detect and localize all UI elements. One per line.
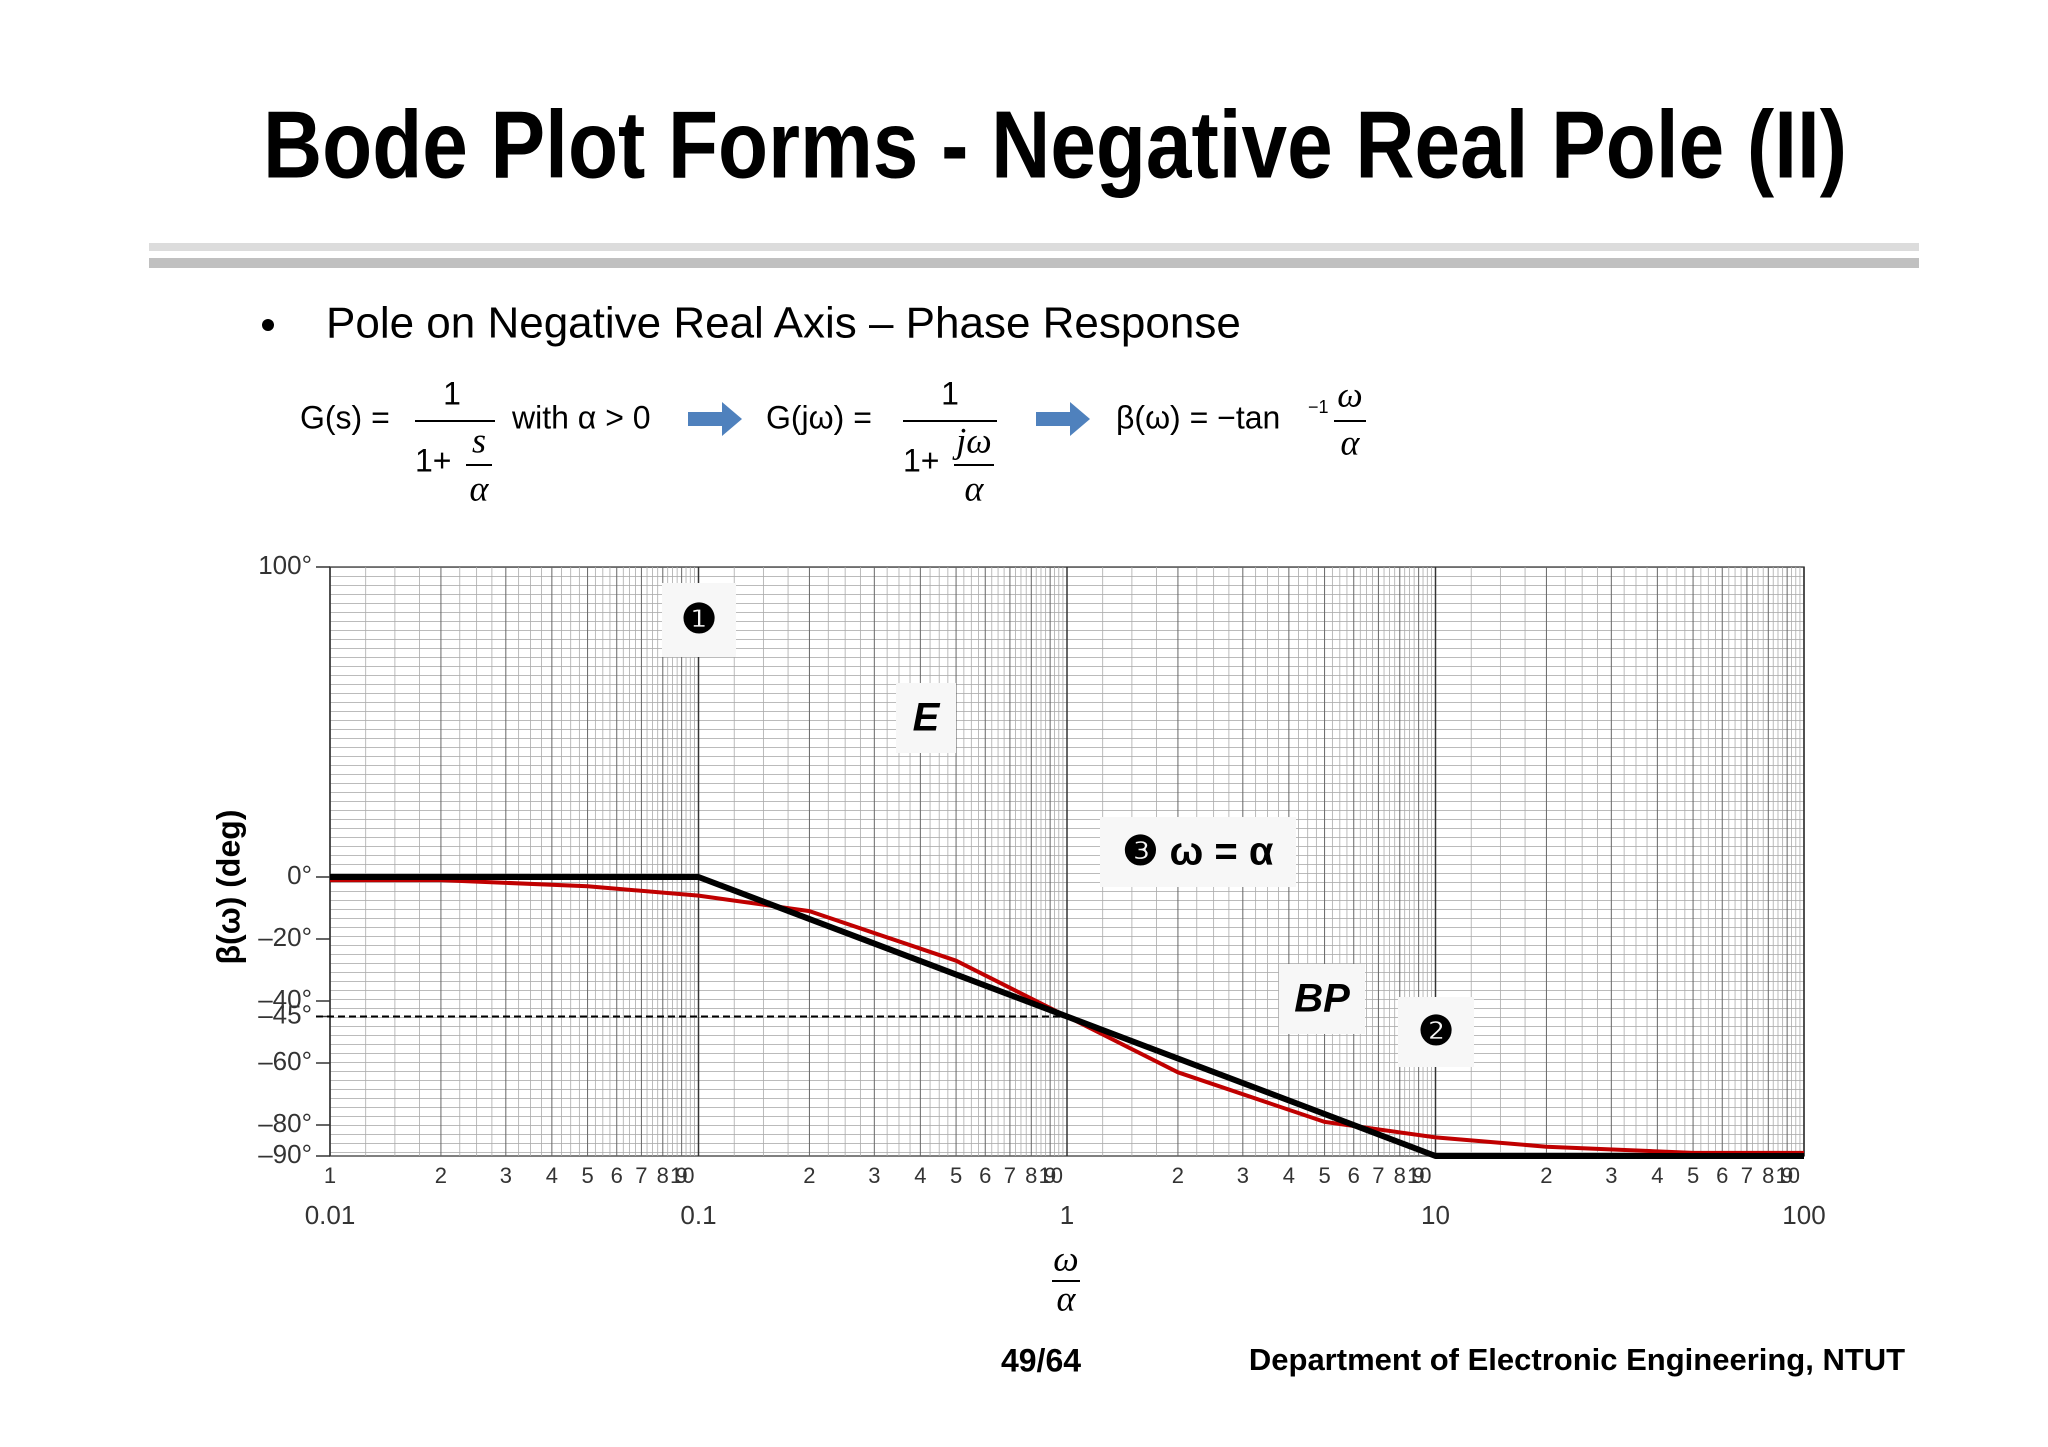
annotation: ❸ ω = α	[1123, 830, 1274, 874]
eq-text: with α > 0	[511, 399, 651, 435]
x-tick-label: 0.1	[680, 1200, 716, 1230]
x-minor-label: 8	[1394, 1163, 1406, 1188]
arrow	[1036, 402, 1090, 436]
x-minor-label: 10	[670, 1163, 694, 1188]
eq-text: 1	[941, 375, 959, 411]
x-minor-label: 2	[435, 1163, 447, 1188]
x-minor-label: 4	[914, 1163, 926, 1188]
x-minor-label: 7	[1004, 1163, 1016, 1188]
bullet-text: Pole on Negative Real Axis – Phase Respo…	[326, 299, 1241, 348]
x-minor-label: 7	[1372, 1163, 1384, 1188]
x-minor-label: 7	[1741, 1163, 1753, 1188]
x-tick-label: 100	[1782, 1200, 1825, 1230]
y-axis-label: β(ω) (deg)	[210, 810, 246, 965]
x-minor-label: 6	[979, 1163, 991, 1188]
y-tick-label: –60°	[258, 1046, 312, 1076]
x-minor-label: 1	[324, 1163, 336, 1188]
eq-text: 1+	[903, 442, 939, 478]
series-line	[330, 874, 1804, 1159]
bullet-dot	[262, 319, 274, 331]
x-axis-label: α	[1057, 1278, 1077, 1318]
x-minor-label: 8	[1025, 1163, 1037, 1188]
annotation: ❶	[681, 598, 717, 642]
x-minor-label: 3	[1605, 1163, 1617, 1188]
x-tick-label: 10	[1421, 1200, 1450, 1230]
y-tick-label: 100°	[258, 550, 312, 580]
x-minor-label: 6	[1348, 1163, 1360, 1188]
eq-text: 1+	[415, 442, 451, 478]
x-minor-label: 6	[611, 1163, 623, 1188]
eq-text: G(jω) =	[766, 399, 872, 435]
x-minor-label: 10	[1776, 1163, 1800, 1188]
x-minor-label: 9	[1781, 1163, 1793, 1188]
x-minor-label: 5	[950, 1163, 962, 1188]
eq-text: α	[965, 468, 985, 508]
x-tick-label: 1	[1060, 1200, 1074, 1230]
annotation: BP	[1294, 977, 1350, 1021]
page-number: 49/64	[1001, 1342, 1081, 1378]
x-minor-label: 4	[1651, 1163, 1663, 1188]
x-minor-label: 7	[635, 1163, 647, 1188]
eq-text: G(s) =	[300, 399, 390, 435]
eq-text: ω	[1337, 374, 1362, 414]
equations: G(s) = 1 1+ s α with α > 0 G(jω) = 1 1+ …	[300, 374, 1366, 508]
y-tick-label: –20°	[258, 922, 312, 952]
annotation-box	[662, 583, 736, 657]
eq-text: α	[470, 468, 490, 508]
x-minor-label: 3	[868, 1163, 880, 1188]
x-minor-label: 10	[1039, 1163, 1063, 1188]
x-tick-label: 0.01	[305, 1200, 356, 1230]
annotation-box	[896, 683, 956, 753]
annotation: ❷	[1418, 1010, 1454, 1054]
eq-text: −1	[1308, 397, 1329, 417]
x-minor-label: 2	[1172, 1163, 1184, 1188]
arrow	[688, 402, 742, 436]
x-minor-label: 5	[1687, 1163, 1699, 1188]
x-axis-label: ω	[1053, 1238, 1078, 1278]
x-minor-label: 2	[803, 1163, 815, 1188]
x-minor-label: 6	[1716, 1163, 1728, 1188]
rule	[149, 258, 1919, 268]
x-minor-label: 9	[1413, 1163, 1425, 1188]
x-minor-label: 5	[581, 1163, 593, 1188]
annotation-box	[1279, 964, 1365, 1034]
x-minor-label: 10	[1407, 1163, 1431, 1188]
annotation-box	[1398, 997, 1474, 1067]
eq-text: β(ω) = −tan	[1116, 399, 1280, 435]
x-minor-label: 9	[1044, 1163, 1056, 1188]
slide-title: Bode Plot Forms - Negative Real Pole (II…	[263, 91, 1847, 198]
x-minor-label: 4	[1283, 1163, 1295, 1188]
x-minor-label: 2	[1540, 1163, 1552, 1188]
eq-text: jω	[952, 420, 991, 460]
y-tick-label: 0°	[287, 860, 312, 890]
y-tick-label: –90°	[258, 1139, 312, 1169]
rule	[149, 243, 1919, 251]
y-tick-label: –40°	[258, 984, 312, 1014]
x-minor-label: 8	[1762, 1163, 1774, 1188]
x-minor-label: 8	[657, 1163, 669, 1188]
y-tick-label: –80°	[258, 1108, 312, 1138]
x-minor-label: 4	[546, 1163, 558, 1188]
x-minor-label: 5	[1318, 1163, 1330, 1188]
x-minor-label: 3	[500, 1163, 512, 1188]
x-minor-label: 3	[1237, 1163, 1249, 1188]
annotation: E	[913, 696, 941, 740]
eq-text: 1	[443, 375, 461, 411]
footer-text: Department of Electronic Engineering, NT…	[1249, 1342, 1905, 1377]
eq-text: α	[1341, 422, 1361, 462]
annotation-box	[1100, 817, 1296, 887]
y-tick-label: –45°	[258, 999, 312, 1029]
eq-text: s	[472, 420, 486, 460]
x-minor-label: 9	[676, 1163, 688, 1188]
